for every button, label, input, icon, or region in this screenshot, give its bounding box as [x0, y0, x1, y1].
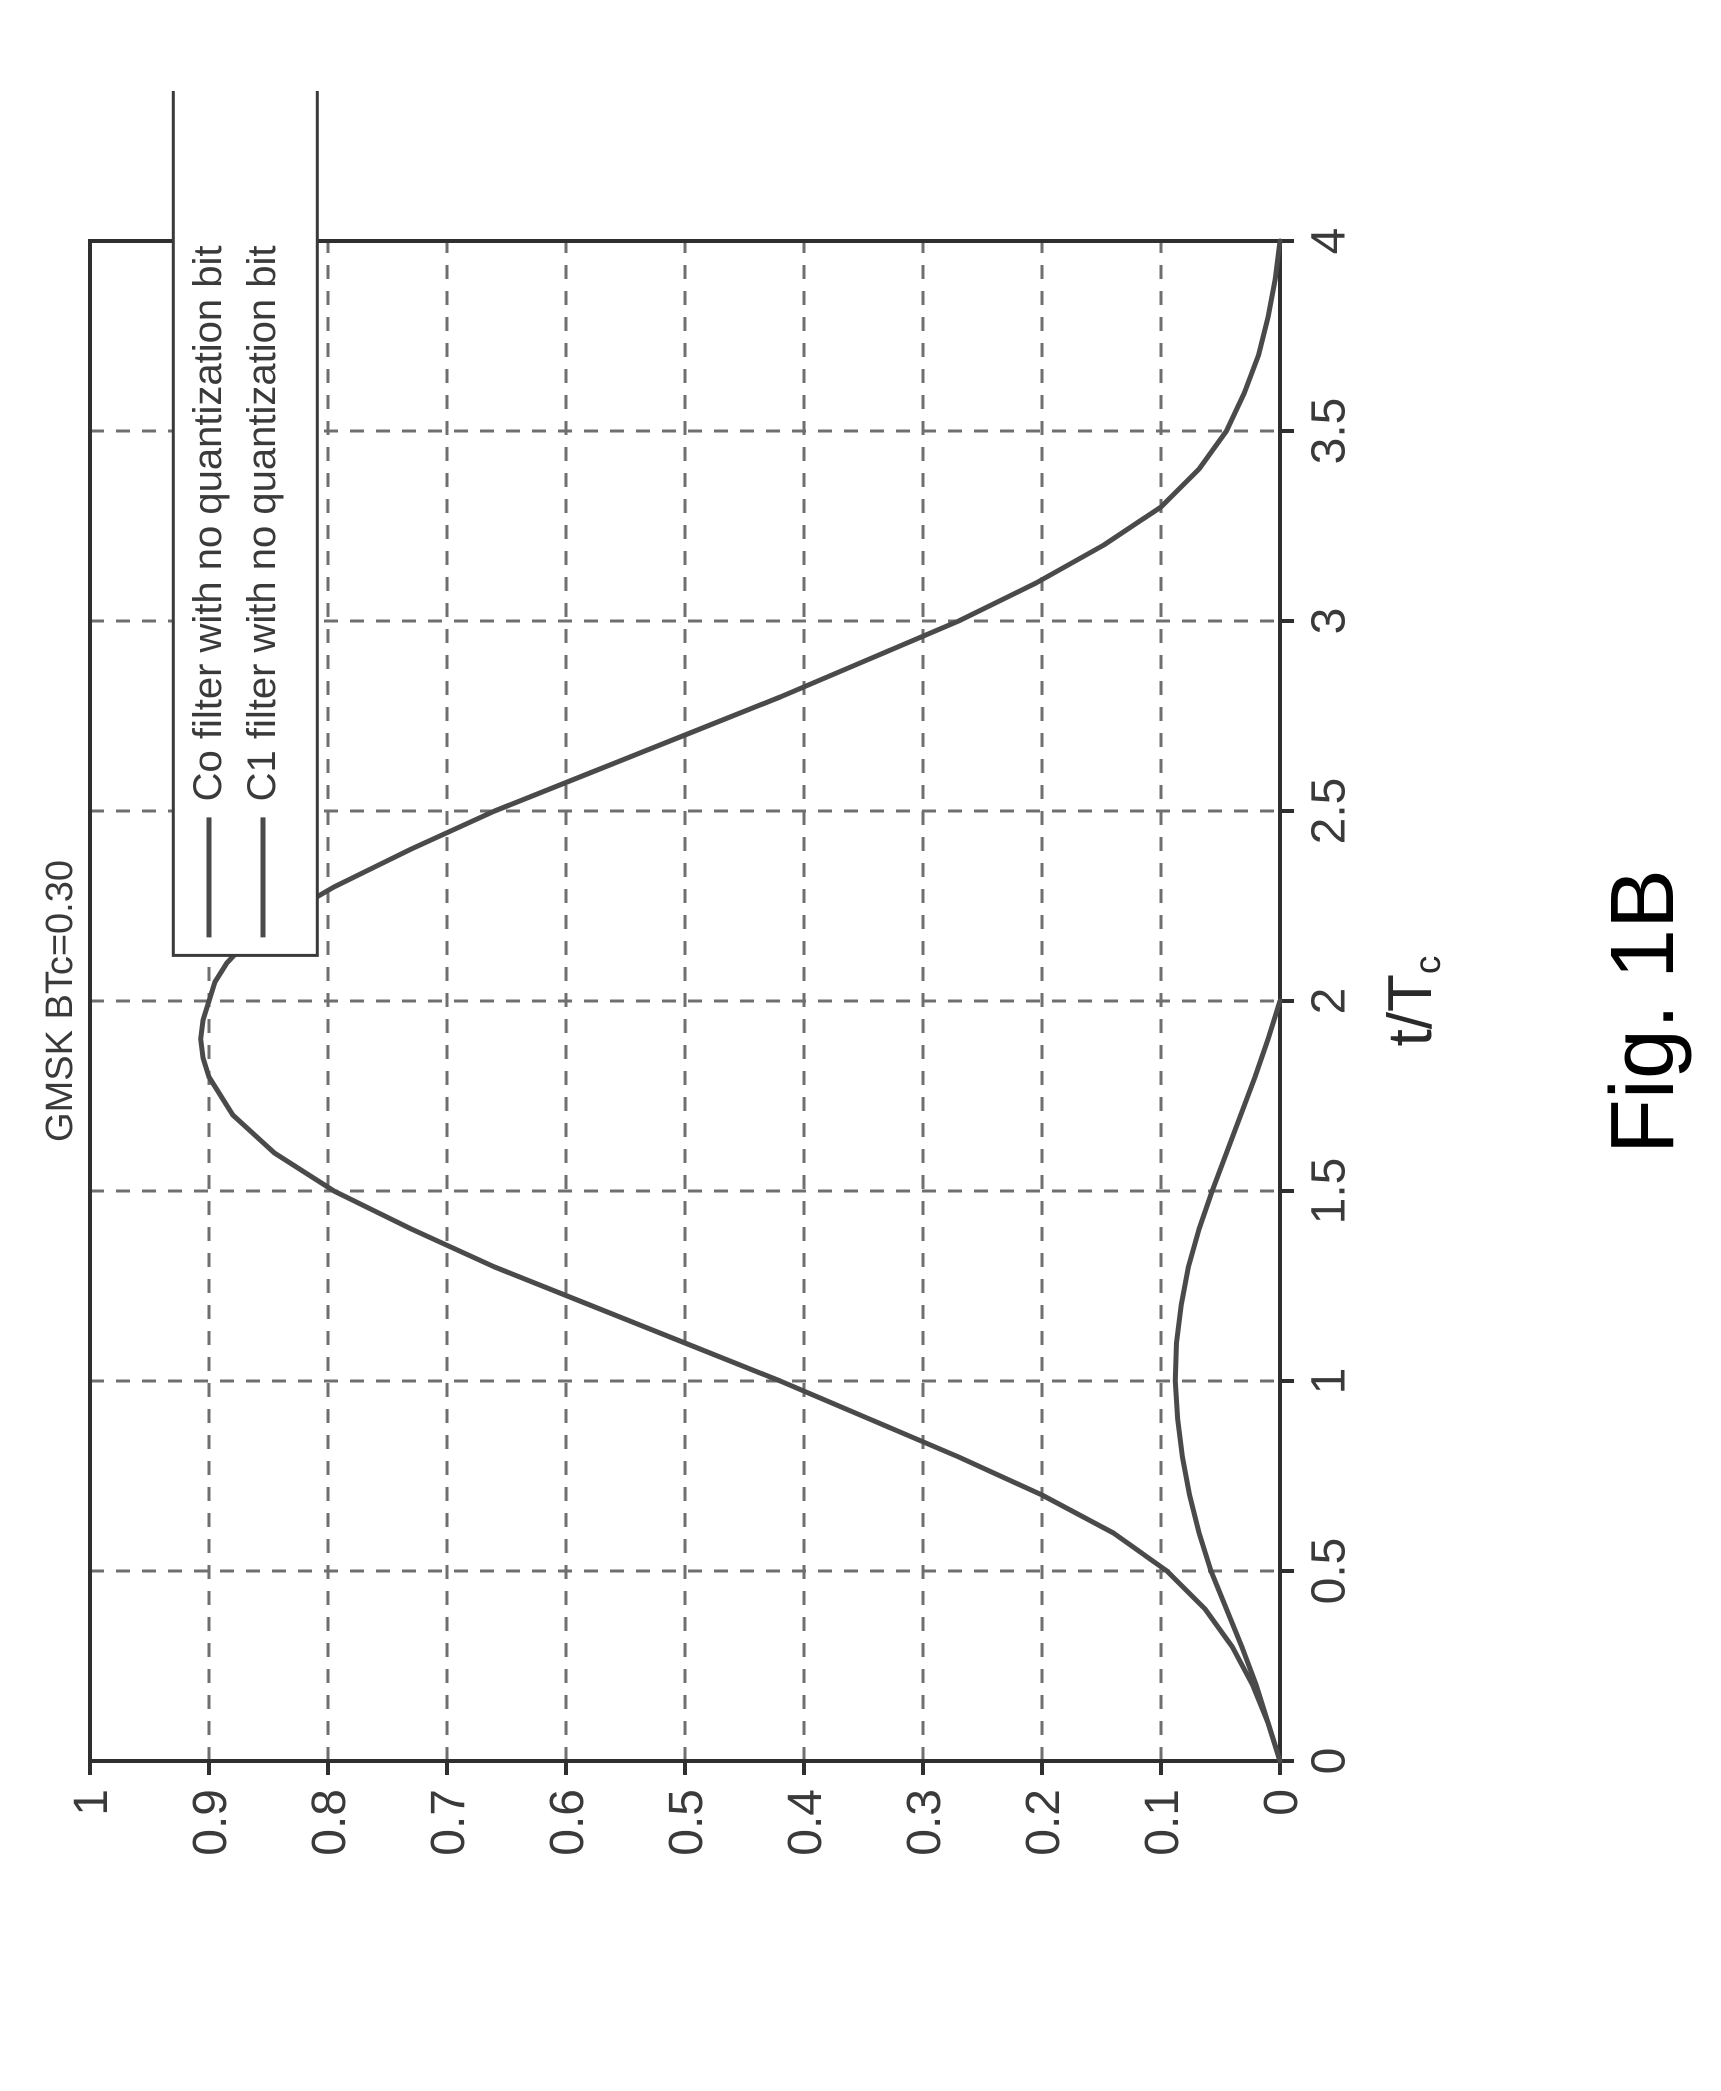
x-tick-label: 1.5	[1302, 1158, 1355, 1225]
y-tick-label: 0.8	[303, 1789, 356, 1856]
x-tick-label: 2	[1302, 988, 1355, 1015]
y-tick-label: 0.9	[184, 1789, 237, 1856]
x-tick-label: 4	[1302, 228, 1355, 255]
y-tick-label: 0.1	[1136, 1789, 1189, 1856]
legend-item-label: Co filter with no quantization bit	[186, 246, 230, 802]
x-tick-label: 0	[1302, 1748, 1355, 1775]
y-tick-label: 0.6	[541, 1789, 594, 1856]
y-tick-label: 0.7	[422, 1789, 475, 1856]
x-tick-label: 2.5	[1302, 778, 1355, 845]
legend-item-label: C1 filter with no quantization bit	[240, 246, 284, 802]
x-tick-label: 3	[1302, 608, 1355, 635]
y-tick-label: 0	[1255, 1789, 1308, 1816]
figure-caption: Fig. 1B	[1592, 869, 1695, 1154]
x-tick-label: 1	[1302, 1368, 1355, 1395]
y-tick-label: 0.4	[779, 1789, 832, 1856]
legend: Co filter with no quantization bitC1 fil…	[173, 91, 317, 955]
y-tick-label: 0.2	[1017, 1789, 1070, 1856]
y-tick-label: 0.5	[660, 1789, 713, 1856]
y-tick-label: 1	[65, 1789, 118, 1816]
x-tick-label: 3.5	[1302, 398, 1355, 465]
x-tick-label: 0.5	[1302, 1538, 1355, 1605]
gmsk-chart: 0 0.5 1 1.5 2 2.5 3 3.5 4 0 0.1 0.2 0.3 0.4 0.5 0.6 0.7 0…	[20, 91, 1620, 1951]
y-tick-label: 0.3	[898, 1789, 951, 1856]
chart-title: GMSK BTc=0.30	[39, 860, 81, 1142]
